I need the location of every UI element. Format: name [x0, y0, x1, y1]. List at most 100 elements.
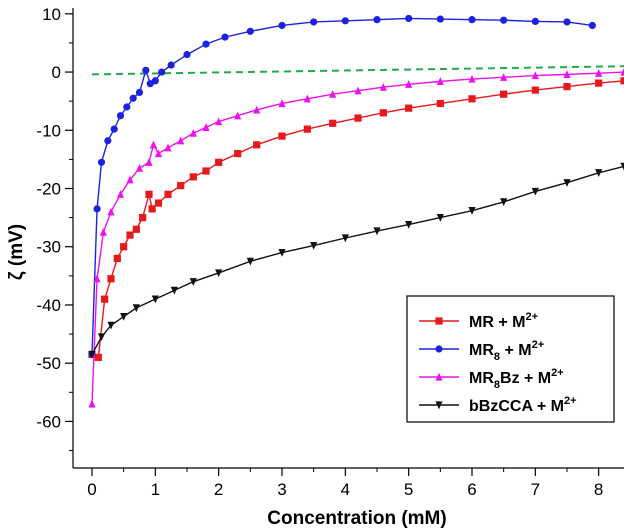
- series-1-point: [154, 199, 163, 207]
- y-tick-label: -10: [36, 121, 61, 140]
- series-2-point: [278, 21, 286, 30]
- series-1-point: [595, 79, 603, 87]
- series-2-point: [436, 15, 444, 23]
- series-4-point: [436, 214, 444, 222]
- series-3: [88, 67, 624, 408]
- series-3-point: [145, 158, 153, 166]
- series-3-point: [329, 89, 337, 98]
- series-2-point: [129, 94, 137, 102]
- legend-label: MR + M2+: [469, 311, 538, 331]
- series-4-point: [595, 169, 603, 177]
- series-4-point: [310, 241, 318, 250]
- series-3-point: [126, 175, 134, 184]
- series-1-point: [120, 243, 128, 251]
- series-3-point: [154, 149, 163, 158]
- x-tick-label: 3: [277, 480, 286, 499]
- x-axis-title: Concentration (mM): [267, 508, 446, 529]
- legend-box: [406, 295, 615, 423]
- legend-swatch-marker: [435, 317, 443, 325]
- series-1-point: [189, 173, 197, 181]
- series-3-point: [88, 399, 96, 408]
- x-tick-label: 1: [151, 480, 160, 499]
- series-3-point: [620, 67, 624, 76]
- series-4-point: [563, 179, 571, 187]
- series-1-point: [405, 104, 413, 112]
- series-4-line: [91, 165, 624, 355]
- series-2-point: [123, 103, 131, 111]
- x-tick-label: 7: [531, 480, 540, 499]
- x-tick-label: 6: [467, 480, 476, 499]
- series-2-point: [563, 18, 571, 26]
- series-3-point: [253, 105, 261, 114]
- x-tick-label: 4: [341, 480, 350, 499]
- series-3-point: [500, 73, 508, 81]
- series-2-point: [500, 16, 508, 24]
- series-4-point: [405, 221, 413, 229]
- series-2-point: [588, 21, 596, 30]
- series-3-point: [234, 111, 242, 120]
- series-3-point: [135, 163, 144, 172]
- series-3-point: [149, 140, 158, 149]
- series-3-point: [215, 117, 223, 126]
- series-2-point: [158, 68, 166, 76]
- series-4-point: [215, 269, 223, 278]
- series-1-point: [101, 295, 109, 303]
- series-3-point: [202, 123, 210, 131]
- y-tick-label: -40: [36, 296, 61, 315]
- series-layer: [88, 14, 624, 408]
- series-3-point: [436, 77, 444, 85]
- series-2-point: [142, 66, 150, 74]
- legend-item-3: MR8Bz + M2+: [419, 367, 564, 391]
- series-3-point: [164, 143, 172, 152]
- series-3-point: [99, 227, 107, 236]
- series-2-point: [151, 77, 159, 85]
- series-2-point: [183, 50, 191, 59]
- series-3-point: [278, 99, 286, 108]
- legend-item-2: MR8 + M2+: [419, 339, 544, 363]
- legend-swatch-marker: [435, 401, 443, 410]
- x-tick-label: 8: [594, 480, 603, 499]
- series-2-point: [135, 88, 144, 97]
- series-1-point: [177, 181, 185, 190]
- series-2-point: [246, 27, 254, 35]
- series-4-point: [189, 278, 197, 286]
- series-2-point: [110, 125, 118, 133]
- series-1-point: [531, 86, 539, 94]
- series-4-point: [107, 321, 115, 330]
- series-1-point: [563, 83, 571, 91]
- series-2-point: [310, 18, 318, 26]
- series-1-point: [620, 77, 624, 85]
- series-1-point: [139, 214, 147, 222]
- series-3-point: [595, 69, 603, 77]
- series-1-point: [468, 95, 476, 103]
- y-tick-label: -50: [36, 354, 61, 373]
- series-4: [88, 162, 624, 359]
- series-2-point: [468, 16, 476, 24]
- y-tick-label: -60: [36, 412, 61, 431]
- y-tick-label: 0: [52, 63, 61, 82]
- series-3-point: [107, 207, 115, 216]
- series-1-point: [253, 141, 261, 149]
- series-2-point: [97, 158, 106, 166]
- series-4-point: [151, 295, 159, 304]
- series-1-point: [113, 254, 121, 262]
- series-1-point: [107, 275, 115, 283]
- series-1-point: [202, 167, 210, 175]
- series-1-point: [234, 149, 242, 158]
- series-2-point: [93, 205, 101, 213]
- x-tick-label: 5: [404, 480, 413, 499]
- series-4-point: [531, 187, 539, 196]
- series-1-point: [278, 132, 286, 140]
- x-tick-label: 0: [87, 480, 96, 499]
- series-4-point: [246, 257, 254, 266]
- series-4-point: [132, 304, 140, 313]
- series-1-point: [303, 125, 311, 133]
- axes: 0 1 2 3 4 5 6 7 8 10 0 -10 -20 -30 -40 -50 -60: [36, 5, 624, 499]
- series-1-point: [94, 353, 102, 361]
- series-3-point: [354, 86, 362, 95]
- series-2-point: [405, 14, 413, 23]
- series-1-point: [215, 158, 223, 166]
- series-1-point: [379, 109, 387, 117]
- series-2-point: [116, 112, 125, 120]
- reference-line-layer: [91, 65, 624, 76]
